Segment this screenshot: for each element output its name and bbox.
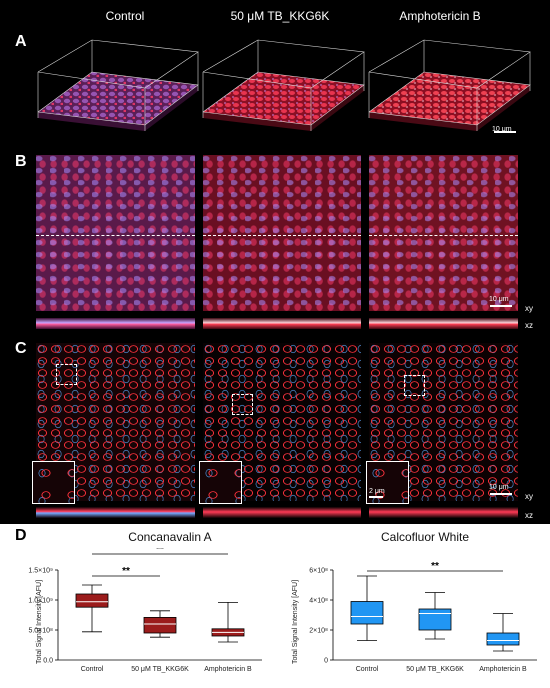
xz-strip-c-tb [203,507,361,518]
scale-label-c: 10 μm [489,484,509,491]
xy-tag-c: xy [525,492,533,501]
panel-label-c: C [15,340,27,357]
xz-strip-b-tb [203,318,361,329]
y-tick-label: 2×10⁸ [309,628,328,635]
image-b-amb [369,155,518,311]
image-b-tb [203,155,361,311]
y-tick-label: 0 [324,658,328,665]
x-tick-label: Control [81,666,104,673]
column-title-tb: 50 μM TB_KKG6K [230,9,330,23]
panel-a-3d-renders [37,39,531,131]
panel-label-d: D [15,527,27,544]
image-c-tb [203,343,361,501]
box-2 [211,602,245,643]
box-iqr [350,601,384,625]
render-tb [202,39,365,131]
x-tick-label: 50 μM TB_KKG6K [131,666,189,673]
column-title-amb: Amphotericin B [399,9,481,23]
xz-strip-b-amb [369,318,518,329]
significance-label: ** [431,561,439,572]
chart-title-cona: Concanavalin A [128,530,212,544]
significance-label: ** [156,548,164,555]
xz-tag-c: xz [525,511,533,520]
xy-tag-b: xy [525,304,533,313]
scale-bar-a [494,131,516,133]
box-iqr [143,617,177,634]
xz-strip-c-control [36,507,195,518]
scale-label-c-inset: 2 μm [369,488,385,495]
x-tick-label: Amphotericin B [479,666,527,673]
section-line-b-amb [369,235,518,236]
box-iqr [486,632,520,646]
significance-label: ** [122,566,130,577]
microscopy-figure: Control 50 μM TB_KKG6K Amphotericin B A [0,0,550,524]
box-0 [75,584,109,633]
box-0 [350,575,384,641]
box-1 [143,610,177,638]
scale-label-b: 10 μm [489,296,509,303]
scale-bar-b [490,305,512,307]
box-plot-calcofluor-white: 0 2×10⁸ 4×10⁸ 6×10⁸ Control 50 μM TB_KKG6K Amp… [309,561,537,673]
scale-bar-c-inset [369,496,383,498]
xz-tag-b: xz [525,321,533,330]
section-line-b-tb [203,235,361,236]
y-tick-label: 4×10⁸ [309,598,328,605]
xz-strip-b-control [36,318,195,329]
x-tick-label: 50 μM TB_KKG6K [406,666,464,673]
panel-label-a: A [15,33,27,50]
scale-label-a: 10 μm [492,126,512,133]
inset-tb [199,461,242,504]
box-iqr [418,608,452,631]
zoom-region-control [56,364,77,385]
x-tick-label: Control [356,666,379,673]
y-tick-label: 1.5×10⁹ [28,568,53,575]
y-tick-label: 5.0×10⁸ [28,628,53,635]
y-tick-label: 6×10⁸ [309,568,328,575]
scale-bar-c [490,493,512,495]
column-title-control: Control [105,9,145,23]
section-line-b-control [36,235,195,236]
image-b-control [36,155,195,311]
render-amb [368,39,531,131]
x-tick-label: Amphotericin B [204,666,252,673]
box-2 [486,613,520,652]
zoom-region-tb [232,394,253,415]
panel-label-b: B [15,153,27,170]
inset-control [32,461,75,504]
chart-title-cfw: Calcofluor White [380,530,470,544]
xz-strip-c-amb [369,507,518,518]
box-iqr [75,593,109,608]
zoom-region-amb [404,375,425,396]
y-tick-label: 0.0 [43,658,53,665]
box-1 [418,592,452,640]
box-plot-concanavalin-a: 0.0 5.0×10⁸ 1.0×10⁹ 1.5×10⁹ Control 50 μM TB_… [28,548,262,673]
y-tick-label: 1.0×10⁹ [28,598,53,605]
render-control [37,39,199,131]
